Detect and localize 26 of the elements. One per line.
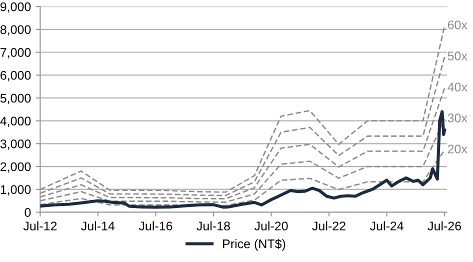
- series-label: 40x: [448, 82, 468, 92]
- x-tick-label: Jul-18: [196, 221, 230, 230]
- legend-label: Price (NT$): [223, 238, 286, 251]
- x-tick-label: Jul-16: [138, 221, 172, 230]
- x-tick-label: Jul-20: [254, 221, 288, 230]
- x-tick-label: Jul-24: [370, 221, 404, 230]
- y-tick-label: 5,000: [0, 94, 31, 104]
- series-label: 50x: [448, 52, 468, 60]
- series-label: 20x: [448, 144, 468, 154]
- x-tick-label: Jul-26: [428, 221, 462, 230]
- y-tick-label: 8,000: [0, 25, 31, 36]
- series-label: 30x: [448, 113, 468, 122]
- x-tick-label: Jul-12: [23, 221, 57, 230]
- x-tick-label: Jul-22: [312, 221, 346, 230]
- line-series: [40, 25, 446, 193]
- y-tick-label: 6,000: [0, 70, 31, 82]
- y-tick-label: 7,000: [0, 48, 31, 58]
- y-tick-label: 3,000: [0, 139, 31, 150]
- x-tick-label: Jul-14: [81, 221, 115, 230]
- series-label: 60x: [448, 20, 468, 30]
- y-tick-label: 9,000: [0, 2, 31, 13]
- y-tick-label: 4,000: [0, 116, 31, 127]
- y-tick-label: 2,000: [0, 162, 31, 173]
- line-series: [40, 149, 446, 206]
- y-tick-label: 0: [24, 208, 31, 217]
- y-tick-label: 1,000: [0, 185, 31, 196]
